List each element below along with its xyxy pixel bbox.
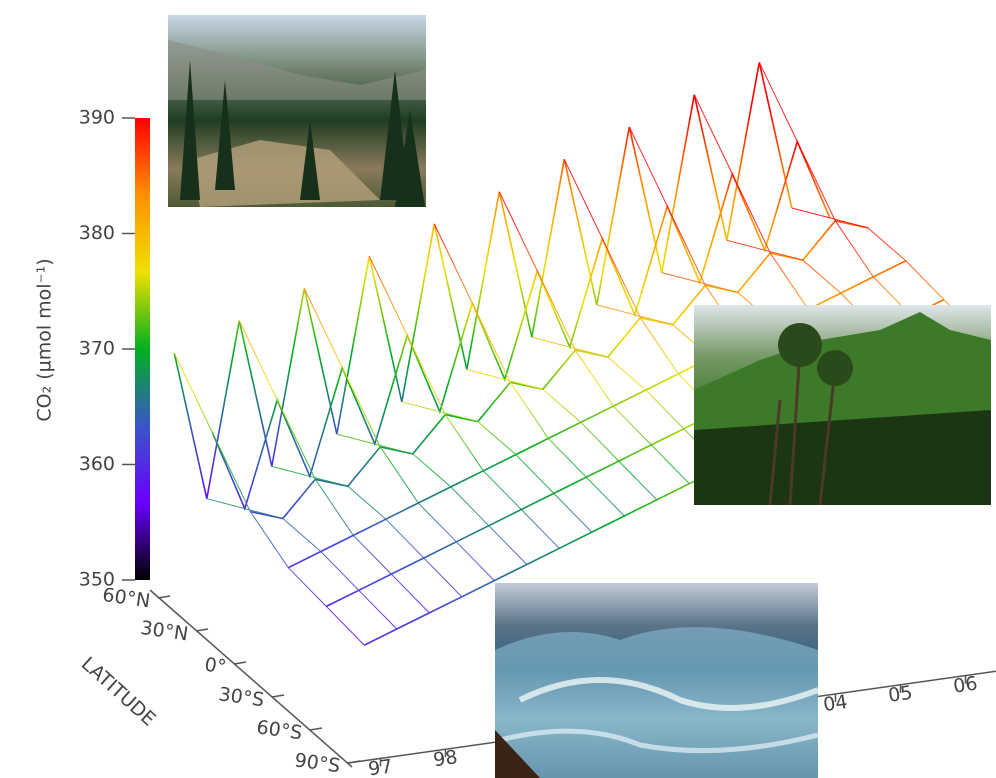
photos [168, 15, 991, 778]
lat-axis [149, 589, 353, 768]
lat-tick [195, 628, 209, 632]
ocean-photo [495, 583, 820, 778]
lat-axis-label: LATITUDE [77, 653, 160, 731]
y-axis-label: CO₂ (µmol mol⁻¹) [34, 258, 56, 421]
lat-tick-label: 60°S [255, 716, 303, 744]
surface-cross [498, 191, 690, 485]
surface-row [173, 62, 793, 499]
lat-tick-label: 60°N [101, 584, 151, 612]
lat-tick-label: 30°N [139, 617, 189, 645]
y-tick-label: 350 [79, 569, 115, 591]
surface-cross [238, 320, 430, 614]
y-tick-label: 360 [79, 453, 115, 475]
lat-tick [271, 694, 285, 698]
lat-tick [233, 661, 247, 665]
surface-cross [173, 352, 365, 646]
surface-row [250, 219, 868, 520]
surface-cross [303, 288, 495, 581]
surface-cross [466, 369, 658, 501]
lat-tick-label: 0° [203, 654, 227, 679]
x-tick-label: 98 [432, 746, 459, 771]
forest-photo [168, 15, 426, 207]
surface-cross [401, 401, 593, 533]
surface-cross [206, 498, 398, 630]
surface-cross [271, 465, 463, 598]
y-tick-label: 370 [79, 338, 115, 360]
lat-tick [157, 595, 171, 599]
lat-tick [309, 727, 323, 731]
x-tick-label: 97 [367, 755, 394, 778]
surface-cross [368, 256, 560, 549]
x-tick-label: 04 [822, 691, 849, 716]
colorbar [135, 118, 150, 580]
surface-row [211, 139, 831, 511]
lat-tick-label: 30°S [217, 683, 265, 711]
y-tick-label: 390 [79, 107, 115, 129]
surface-cross [531, 336, 723, 468]
y-tick-label: 380 [79, 222, 115, 244]
surface-cross [433, 223, 625, 517]
x-tick-label: 05 [887, 682, 914, 707]
lat-tick-label: 90°S [293, 749, 341, 777]
tropical-photo [694, 305, 991, 506]
surface-cross [336, 433, 528, 565]
x-tick-label: 06 [952, 673, 979, 698]
